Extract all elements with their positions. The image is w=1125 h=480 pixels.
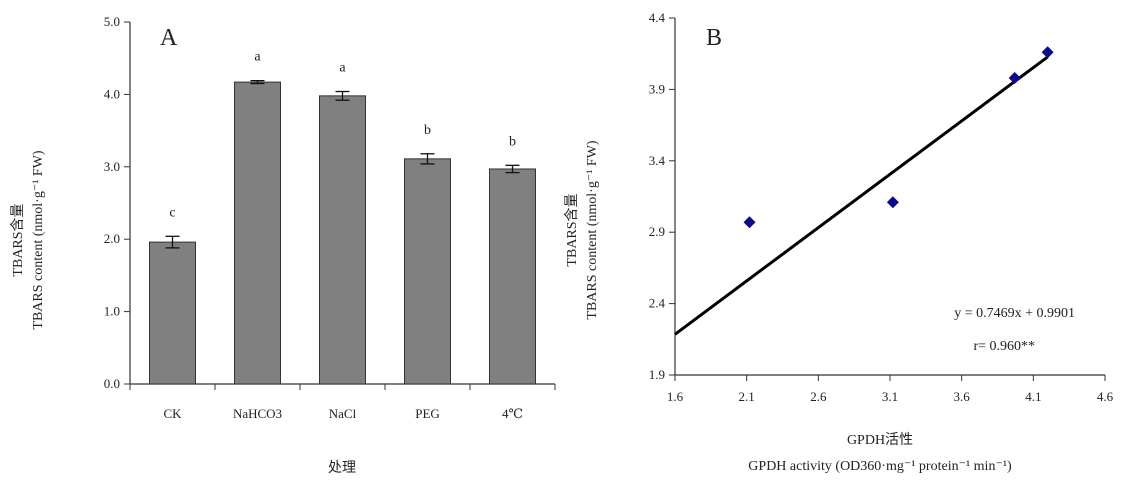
panel-a-x-tick-label: CK — [163, 406, 182, 421]
panel-b-xlabel-cn: GPDH活性 — [847, 432, 913, 448]
panel-b-y-tick-label: 3.4 — [649, 153, 666, 168]
panel-b-x-tick-label: 2.6 — [810, 389, 827, 404]
panel-b-ylabel-cn: TBARS含量 — [564, 193, 580, 266]
scatter-chart-panel-b: B 1.9 2.4 2.9 3.4 3.9 4.4 1.6 2.1 2.6 3.1 3.6 4.1 4… — [564, 10, 1114, 474]
significance-letter: a — [339, 61, 346, 76]
panel-b-x-tick-label: 3.1 — [882, 389, 898, 404]
panel-b-x-ticks: 1.6 2.1 2.6 3.1 3.6 4.1 4.6 — [667, 375, 1114, 404]
panel-b-fit-line-group — [674, 55, 1049, 336]
panel-b-x-tick-label: 4.1 — [1025, 389, 1041, 404]
panel-b-xlabel-en: GPDH activity (OD360·mg⁻¹ protein⁻¹ min⁻… — [748, 459, 1012, 474]
panel-b-x-tick-label: 3.6 — [954, 389, 971, 404]
scatter-point — [1041, 46, 1054, 59]
bar — [234, 81, 281, 385]
fit-line — [674, 55, 1049, 336]
panel-a-y-tick-label: 4.0 — [104, 86, 120, 101]
panel-a-y-tick-label: 0.0 — [104, 376, 120, 391]
panel-b-y-tick-label: 3.9 — [649, 81, 665, 96]
panel-a-xlabel: 处理 — [328, 460, 356, 476]
panel-b-label: B — [706, 25, 722, 51]
fit-r-value: r= 0.960** — [973, 339, 1035, 354]
significance-letter: b — [424, 123, 431, 138]
scatter-point — [743, 216, 756, 229]
significance-letter: a — [254, 50, 261, 65]
panel-b-y-tick-label: 4.4 — [649, 10, 666, 25]
panel-a-ylabel-en: TBARS content (nmol·g⁻¹ FW) — [31, 150, 46, 330]
fit-equation: y = 0.7469x + 0.9901 — [954, 306, 1075, 321]
panel-a-label: A — [160, 25, 178, 51]
panel-a-ylabel-cn: TBARS含量 — [10, 203, 26, 276]
panel-a-bars: c a a b b — [149, 50, 536, 385]
bar — [319, 95, 366, 385]
panel-b-points — [743, 46, 1054, 229]
panel-b-x-tick-label: 4.6 — [1097, 389, 1114, 404]
panel-a-x-tick-label: 4℃ — [502, 406, 523, 421]
panel-b-y-tick-label: 2.9 — [649, 224, 665, 239]
panel-a-x-tick-label: NaHCO3 — [233, 406, 282, 421]
scatter-point — [886, 196, 899, 209]
bar — [404, 158, 451, 385]
panel-b-y-ticks: 1.9 2.4 2.9 3.4 3.9 4.4 — [649, 10, 675, 382]
significance-letter: b — [509, 134, 516, 149]
panel-a-x-ticks: CK NaHCO3 NaCl PEG 4℃ — [129, 384, 556, 421]
panel-a-y-tick-label: 5.0 — [104, 14, 120, 29]
panel-a-x-tick-label: PEG — [415, 406, 440, 421]
panel-a-y-tick-label: 1.0 — [104, 304, 120, 319]
panel-b-y-tick-label: 1.9 — [649, 367, 665, 382]
panel-b-ylabel-en: TBARS content (nmol·g⁻¹ FW) — [585, 140, 600, 320]
panel-a-x-tick-label: NaCl — [329, 406, 357, 421]
panel-a-y-ticks: 0.0 1.0 2.0 3.0 4.0 5.0 — [104, 14, 130, 391]
significance-letter: c — [169, 205, 175, 220]
bar — [489, 168, 536, 385]
scatter-point — [1008, 71, 1021, 84]
panel-b-y-tick-label: 2.4 — [649, 296, 666, 311]
bar — [149, 241, 196, 385]
panel-a-y-tick-label: 2.0 — [104, 231, 120, 246]
panel-b-axes — [674, 18, 1105, 376]
bar-chart-panel-a: A 0.0 1.0 2.0 3.0 4.0 5.0 c a a b b CK NaHCO3 NaCl P… — [10, 14, 556, 476]
panel-b-x-tick-label: 1.6 — [667, 389, 684, 404]
panel-a-y-tick-label: 3.0 — [104, 159, 120, 174]
panel-b-x-tick-label: 2.1 — [739, 389, 755, 404]
